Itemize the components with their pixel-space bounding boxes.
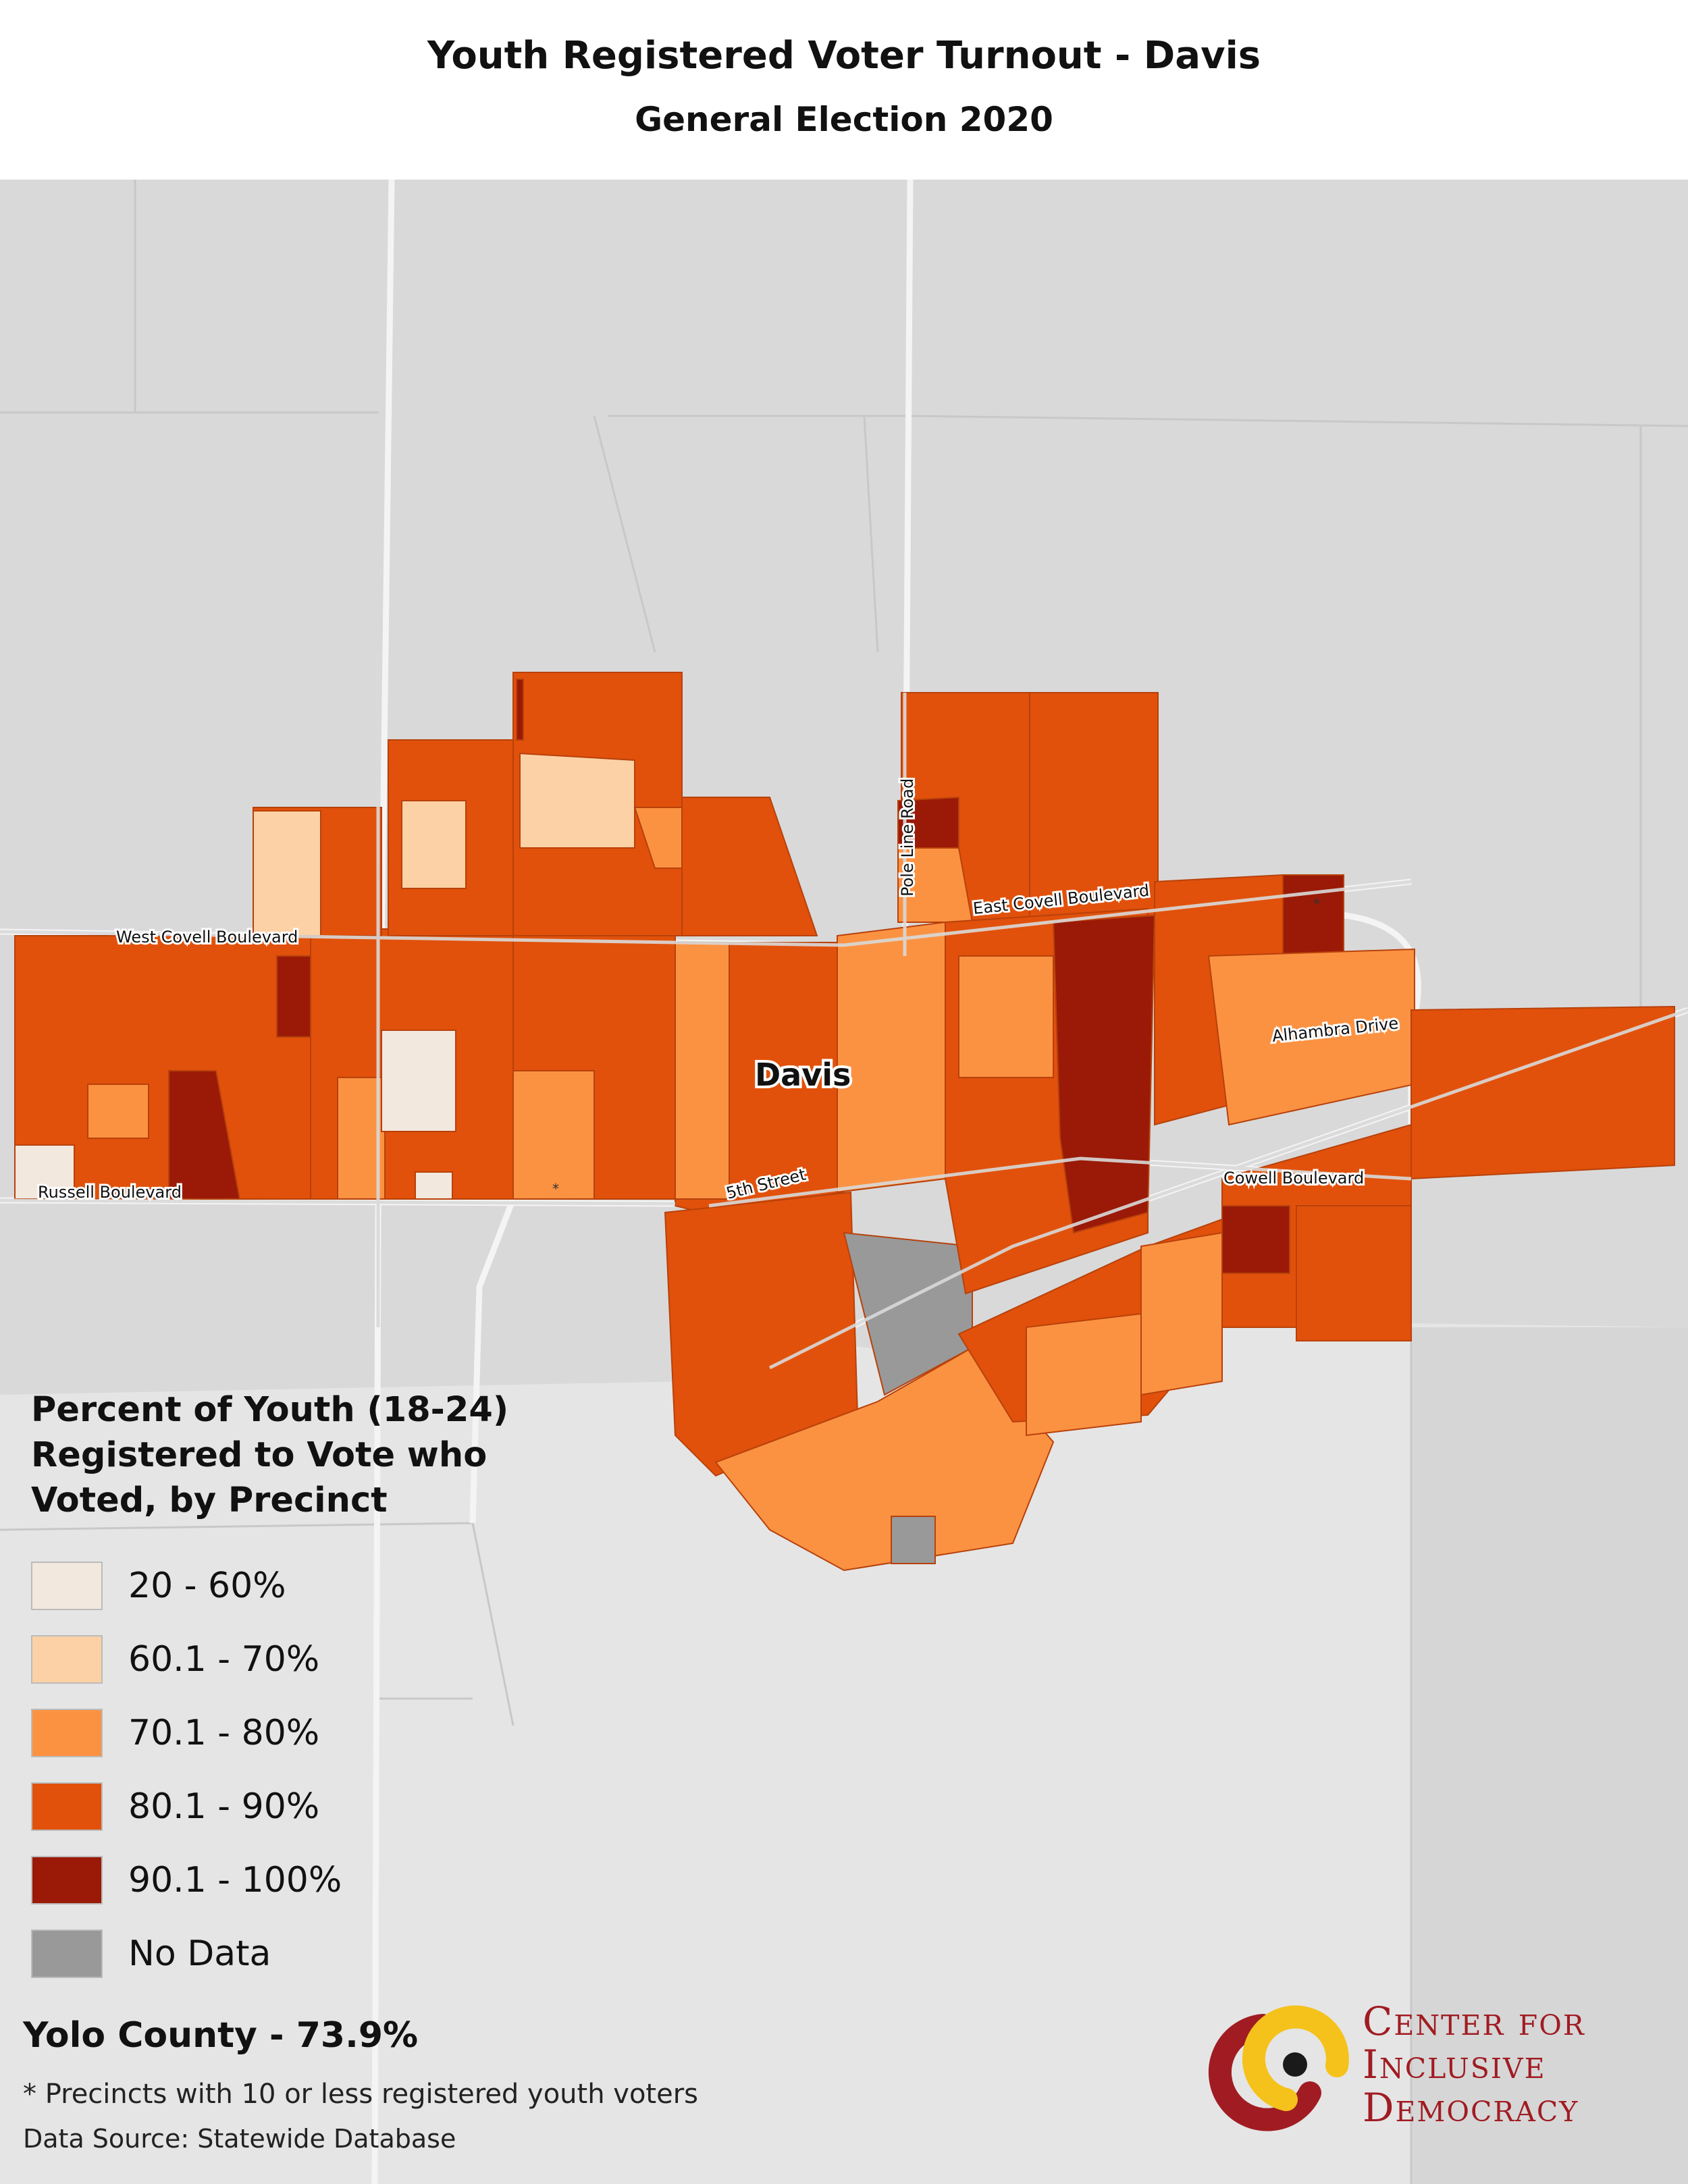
precinct-west-mid: [87, 1084, 149, 1139]
legend-item: 20 - 60%: [31, 1560, 639, 1611]
legend-label: 20 - 60%: [128, 1565, 286, 1606]
road-label-pole-line: Pole Line Road: [898, 778, 917, 897]
precinct-ec-mid: [958, 955, 1054, 1078]
city-label: Davis: [755, 1057, 851, 1093]
legend-item: 90.1 - 100%: [31, 1855, 639, 1905]
cid-logo-icon: [1208, 2005, 1349, 2131]
legend-title-line: Percent of Youth (18-24): [31, 1390, 509, 1430]
county-summary: Yolo County - 73.9%: [23, 2015, 419, 2056]
precinct-c-mid: [512, 1070, 595, 1200]
precinct-west-3: [337, 1077, 386, 1200]
legend-label: 60.1 - 70%: [128, 1639, 320, 1680]
road-overlay: [0, 652, 1688, 1370]
asterisk-marker: *: [552, 1181, 559, 1197]
precinct-n-2: [681, 797, 818, 936]
precinct-nw-light-2: [401, 800, 467, 889]
map-canvas: Pole Line Road East Covell Boulevard Wes…: [0, 180, 1688, 2184]
legend-swatch: [31, 1782, 103, 1831]
precinct-n-light: [519, 752, 635, 849]
precinct-nw-light: [253, 810, 321, 936]
legend-item: No Data: [31, 1928, 639, 1979]
legend-label: 80.1 - 90%: [128, 1786, 320, 1827]
legend-item: 60.1 - 70%: [31, 1634, 639, 1684]
road-label-cowell: Cowell Boulevard: [1223, 1169, 1364, 1188]
map-title: Youth Registered Voter Turnout - Davis: [427, 34, 1261, 78]
precinct-se-mid: [1026, 1312, 1142, 1437]
precinct-n-edge: [516, 678, 524, 741]
precinct-se-3: [1296, 1205, 1412, 1341]
precinct-sc-2: [714, 1346, 1055, 1572]
parcel-lines: [0, 180, 1688, 2184]
legend-list: 20 - 60% 60.1 - 70% 70.1 - 80% 80.1 - 90…: [31, 1560, 639, 1979]
precinct-c-3: [837, 921, 946, 1194]
legend-title: Percent of Youth (18-24) Registered to V…: [31, 1387, 639, 1523]
precinct-west-low: [14, 1144, 75, 1200]
road-label-russell: Russell Boulevard: [38, 1183, 182, 1202]
data-source: Data Source: Statewide Database: [23, 2124, 456, 2154]
east-parcel: [1411, 1327, 1688, 2184]
asterisk-marker: *: [1313, 896, 1320, 912]
footnote: * Precincts with 10 or less registered y…: [23, 2079, 698, 2110]
legend-swatch: [31, 1561, 103, 1610]
legend-title-line: Voted, by Precinct: [31, 1481, 388, 1520]
precinct-c-mid-2: [675, 942, 730, 1200]
logo-wordmark: Center for Inclusive Democracy: [1363, 2000, 1585, 2129]
legend-label: No Data: [128, 1933, 271, 1974]
legend-swatch: [31, 1929, 103, 1978]
legend-title-line: Registered to Vote who: [31, 1435, 487, 1475]
precinct-far-east: [1410, 1005, 1675, 1180]
lower-ground: [0, 1321, 1688, 2184]
legend-swatch: [31, 1855, 103, 1905]
legend-item: 70.1 - 80%: [31, 1707, 639, 1758]
precinct-no-data-2: [891, 1516, 936, 1564]
legend-swatch: [31, 1634, 103, 1684]
precinct-low-3: [415, 1171, 453, 1200]
logo-line: Center for: [1363, 1998, 1585, 2044]
legend-item: 80.1 - 90%: [31, 1781, 639, 1832]
precincts: [14, 672, 1675, 1572]
precinct-ec-high: [1052, 914, 1156, 1234]
map-subtitle: General Election 2020: [635, 100, 1053, 139]
logo-line: Inclusive: [1363, 2042, 1546, 2087]
legend-label: 90.1 - 100%: [128, 1859, 342, 1900]
precinct-russell-high: [168, 1070, 241, 1200]
legend-label: 70.1 - 80%: [128, 1712, 320, 1753]
precinct-se-high: [1221, 1205, 1290, 1274]
road-label-west-covell: West Covell Boulevard: [116, 928, 298, 947]
legend-swatch: [31, 1708, 103, 1757]
map-area[interactable]: Pole Line Road East Covell Boulevard Wes…: [0, 180, 1688, 2184]
logo-line: Democracy: [1363, 2085, 1579, 2131]
precinct-low-2: [381, 1030, 456, 1132]
header: Youth Registered Voter Turnout - Davis G…: [0, 0, 1688, 180]
legend: Percent of Youth (18-24) Registered to V…: [31, 1387, 639, 2002]
